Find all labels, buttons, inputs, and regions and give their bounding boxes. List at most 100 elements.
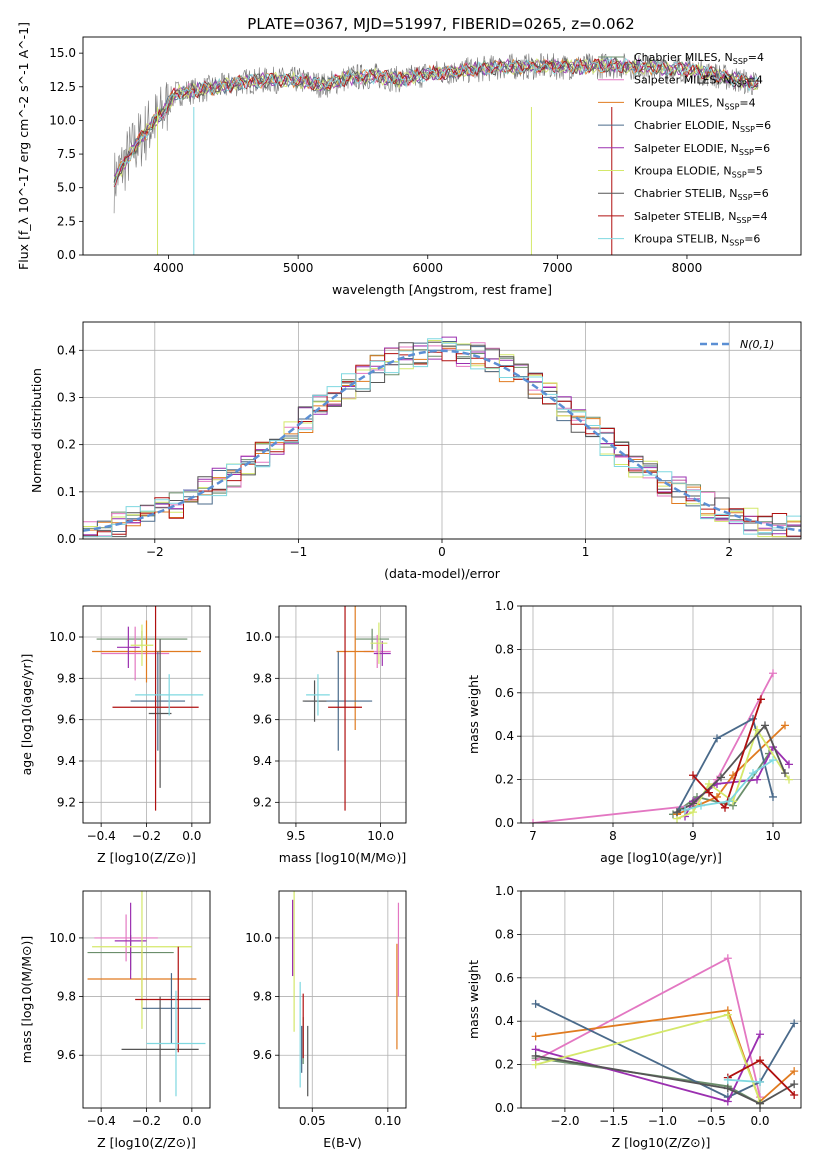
error-bar-point [336,606,374,730]
mass-weight-marker [689,799,697,808]
legend-entry: Chabrier ELODIE, NSSP=6 [634,119,771,134]
y-axis-label: Normed distribution [29,368,44,493]
mass-weight-marker [725,797,733,806]
mass-weight-marker [757,695,765,704]
error-bar-point [92,620,201,683]
grid [521,605,801,824]
mass-weight-marker [717,773,725,782]
mass-vs-metallicity-panel: −0.4 −0.2 0.0 9.6 9.8 10.0 Z [log10(Z/Z⊙)] mass… [19,890,211,1150]
x-tick-label: 1 [582,545,590,559]
error-bar-point [355,628,390,650]
mass-weight-marker [756,1056,765,1065]
y-tick-label: 0.2 [495,1058,514,1072]
mass-weight-marker [781,769,789,778]
mass-weight-marker [681,805,689,814]
mass-weight-marker [689,771,697,780]
y-axis-label: Flux [f_λ 10^-17 erg cm^-2 s^-1 A^-1] [16,22,31,270]
y-tick-label: 9.6 [57,713,76,727]
mass-weight-line [727,1078,761,1083]
y-axis-label: mass weight [466,960,481,1039]
legend-label: Salpeter MILES, N [634,74,732,87]
plot-area [302,606,391,811]
residual-histogram-step [83,351,801,538]
axes-frame [82,605,211,824]
mass-weight-marker [723,1097,732,1106]
axes-frame [278,890,407,1109]
x-tick-label: −2.0 [550,1114,579,1128]
error-bar-point [146,990,206,1097]
error-bar-point [135,674,204,716]
plot-area [529,669,793,823]
y-tick-label: 9.4 [253,754,272,768]
y-tick-label: 9.8 [57,990,76,1004]
mass-weight-marker [790,1080,799,1089]
y-tick-label: 0.0 [495,1101,514,1115]
y-tick-label: 0.6 [495,686,514,700]
legend-subscript: SSP [732,80,747,89]
y-tick-label: 0.2 [57,438,76,452]
mass-weight-marker [756,1099,765,1108]
model-spectrum-line [113,56,759,186]
error-bar-point [302,680,327,722]
legend-subscript: SSP [739,148,754,157]
grid [521,890,801,1109]
x-tick-label: −0.2 [132,1114,161,1128]
residual-histogram-step [83,338,801,538]
y-tick-label: 0.0 [495,816,514,830]
x-tick-label: 5000 [283,261,314,275]
normal-distribution-curve [83,349,801,532]
error-bar-point [101,626,170,681]
age-vs-metallicity-panel: −0.4 −0.2 0.0 9.2 9.4 9.6 9.8 10.0 Z [log10(Z/Z⊙… [19,605,211,865]
mass-weight-marker [769,756,777,765]
y-tick-label: 1.0 [495,884,514,898]
x-tick-label: 8 [609,829,617,843]
x-axis-label: age [log10(age/yr)] [600,850,722,865]
model-spectrum-line [113,58,759,177]
y-tick-label: 0.4 [57,343,76,357]
axes-frame [520,605,802,824]
plot-area [92,606,204,811]
mass-weight-vs-age-panel: 7 8 9 10 0.0 0.2 0.4 0.6 0.8 1.0 age [log10(age/yr… [466,599,802,865]
x-tick-label: 7 [529,829,537,843]
legend-label: Chabrier ELODIE, N [634,119,740,132]
grid [279,606,406,823]
x-tick-label: 6000 [412,261,443,275]
y-tick-label: 0.0 [57,248,76,262]
error-bar-point [92,891,192,1029]
model-spectrum-line [113,58,759,180]
mass-weight-marker [531,1032,540,1041]
plot-area [531,954,799,1108]
legend-suffix: =6 [744,233,760,246]
legend-entry: Salpeter ELODIE, NSSP=6 [634,142,770,157]
axes-frame [82,36,802,256]
x-tick-label: −0.2 [132,829,161,843]
x-tick-label: −0.4 [87,1114,116,1128]
legend-suffix: =4 [751,210,767,223]
mass-weight-marker [529,819,537,823]
error-bar-point [373,641,391,666]
error-bar-point [148,639,172,788]
figure-title: PLATE=0367, MJD=51997, FIBERID=0265, z=0… [247,15,634,33]
legend-label: Kroupa ELODIE, N [634,165,732,178]
legend-label: Kroupa MILES, N [634,96,724,109]
legend-suffix: =4 [748,51,764,64]
y-tick-label: 0.8 [495,642,514,656]
y-tick-label: 10.0 [245,630,272,644]
legend-subscript: SSP [724,102,739,111]
mass-weight-line [535,1033,761,1103]
legend-label: Salpeter ELODIE, N [634,142,739,155]
x-tick-label: 0.10 [374,1114,401,1128]
mass-weight-marker [756,1077,765,1086]
error-bar-point [141,973,201,1044]
x-tick-label: 0 [438,545,446,559]
mass-weight-marker [790,1067,799,1076]
error-bar-point [114,902,147,979]
mass-weight-marker [723,954,732,963]
y-tick-label: 7.5 [57,147,76,161]
observed-spectrum-line [113,52,760,214]
x-tick-label: −0.5 [697,1114,726,1128]
mass-weight-marker [749,769,757,778]
y-tick-label: 9.8 [253,671,272,685]
